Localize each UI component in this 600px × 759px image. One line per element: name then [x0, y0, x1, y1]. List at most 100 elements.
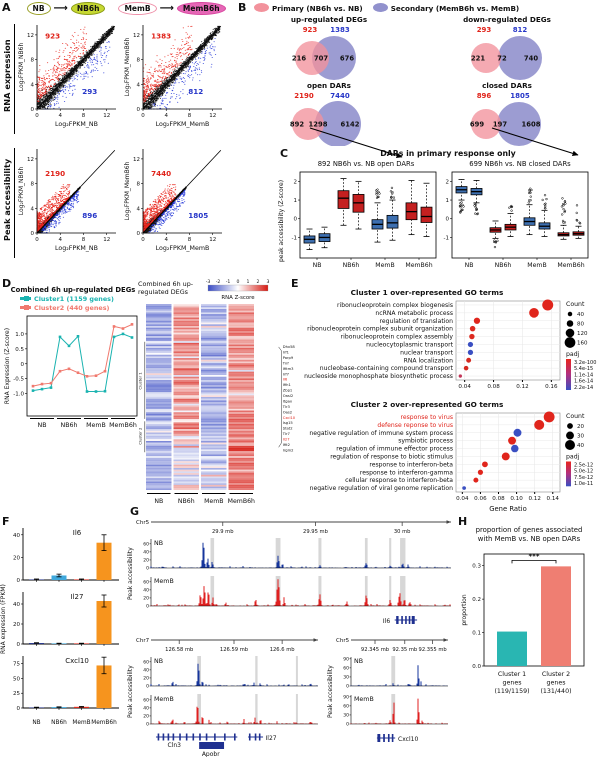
heatmap-cell: [173, 337, 199, 340]
heatmap-cell: [228, 476, 254, 479]
y-tick-label: 4: [31, 206, 35, 212]
heatmap-cell: [200, 429, 227, 431]
points-down: [41, 191, 80, 234]
gene-label-dhx58: Dhx58: [282, 345, 295, 349]
line-legend-item: Cluster1 (1159 genes): [20, 294, 144, 303]
significance-bracket: [511, 559, 557, 564]
heatmap-cell: [173, 391, 199, 394]
heatmap-cell: [145, 368, 172, 370]
bar-label-line: genes: [502, 680, 521, 687]
heatmap-cell: [228, 373, 254, 376]
heatmap-cell: [173, 344, 199, 347]
highlight-region: [295, 656, 298, 686]
scatter-row: RNA expression 0 0 4 4 8 8 12 12 923 293 Log₂FPKM_N…: [0, 20, 227, 144]
heatmap-cell: [173, 329, 199, 332]
heatmap-cell: [228, 468, 254, 470]
gene-label-tlr3: Tlr3: [281, 405, 290, 409]
signal: [350, 665, 448, 686]
heatmap-cell: [173, 304, 199, 306]
y-tick-label: 30: [343, 713, 349, 719]
condition-ellipse-NB6h: NB6h: [70, 2, 106, 15]
go-term-label: nucleocytoplasmic transport: [366, 341, 453, 348]
y-tick-label: 8: [137, 182, 141, 188]
heatmap-cell: [173, 486, 199, 489]
y-axis-label: proportion: [461, 594, 468, 625]
outlier-point: [564, 202, 567, 205]
y-tick-label: 25: [13, 691, 20, 697]
heatmap-cell: [228, 344, 254, 347]
y-tick-label: 30: [343, 675, 349, 681]
heatmap-cell: [200, 456, 227, 458]
heatmap-cell: [200, 403, 227, 406]
y-tick-label: 12: [27, 33, 34, 39]
y-tick-label: 1.0: [15, 332, 24, 338]
highlight-region: [389, 538, 392, 568]
heatmap-cell: [228, 483, 254, 485]
heatmap-cell: [145, 464, 172, 467]
down-count-label: 1805: [188, 211, 208, 220]
category-label: NB6h: [343, 262, 360, 269]
heatmap-cell: [145, 337, 172, 340]
heatmap-cell: [145, 393, 172, 396]
heatmap-cell: [200, 364, 227, 367]
bar-chart-column: 0 20 40 Il6 0 20 40 Il27 0 25 50 75 Cxcl10 NB NB6h MemB…: [7, 524, 126, 729]
heatmap-cell: [145, 481, 172, 484]
go-term-label: response to virus: [400, 414, 453, 421]
outlier-point: [561, 197, 564, 200]
coordinate-label: 30 mb: [394, 529, 411, 535]
scale-tick-label: -1: [226, 279, 231, 285]
venn-right-count: 676: [340, 55, 354, 63]
heatmap-cell: [145, 457, 172, 460]
series-point: [58, 335, 62, 339]
outlier-point: [496, 239, 499, 242]
heatmap-cell: [145, 342, 172, 345]
gene-label-cxcl10: Cxcl10: [282, 416, 295, 420]
outlier-point: [510, 205, 513, 209]
venn-left-count: 216: [292, 55, 306, 63]
go-term-label: defense reponse to virus: [377, 422, 453, 429]
heatmap-cell: [145, 347, 172, 350]
outlier-point: [461, 208, 464, 211]
y-tick-label: 40: [13, 533, 20, 539]
heatmap-cell: [145, 378, 172, 381]
scale-tick-label: 0: [237, 279, 240, 285]
heatmap-cell: [200, 369, 227, 372]
heatmap-cell: [145, 447, 172, 450]
heatmap-cell: [228, 322, 254, 325]
heatmap-cell: [200, 449, 227, 452]
heatmap-cell: [145, 346, 172, 349]
highlight-region: [400, 576, 406, 606]
heatmap-cell: [173, 331, 199, 333]
legend-label: Secondary (MemB6h vs. MemB): [390, 4, 520, 13]
heatmap-cell: [145, 376, 172, 379]
venn-right-total: 1805: [510, 92, 530, 100]
scale-tick-label: 3: [267, 279, 270, 285]
heatmap-cell: [200, 361, 227, 364]
points-up: [36, 184, 71, 232]
go-dot: [543, 411, 555, 423]
heatmap-cell: [200, 386, 227, 389]
y-tick-label: 4: [137, 206, 141, 212]
heatmap-cell: [228, 342, 254, 345]
heatmap-cell: [145, 473, 172, 475]
y-tick-label: 0.2: [472, 597, 481, 603]
heatmap-cell: [173, 440, 199, 443]
heatmap-cell: [173, 444, 199, 447]
heatmap-cell: [200, 413, 227, 416]
x-tick-label: 4: [58, 237, 62, 243]
venn-title: closed DARs: [482, 81, 532, 90]
go-dot: [511, 444, 519, 453]
heatmap-cell: [173, 327, 199, 330]
heatmap-cell: [200, 380, 227, 382]
go-dot: [458, 374, 463, 378]
heatmap-cell: [145, 466, 172, 469]
ruler: Chr5 92.345 mb 92.35 mb 92.355 mb: [336, 638, 448, 653]
heatmap-cell: [200, 337, 227, 340]
row-label: RNA expression: [2, 24, 15, 134]
y-tick-label: 60: [143, 698, 149, 704]
ruler: Chr7 126.58 mb 126.59 mb 126.6 mb: [136, 638, 318, 653]
category-label: MemB6h: [91, 720, 117, 726]
heatmap-cell: [200, 402, 227, 404]
series-line-cluster1: [32, 333, 133, 392]
heatmap-cell: [173, 381, 199, 384]
